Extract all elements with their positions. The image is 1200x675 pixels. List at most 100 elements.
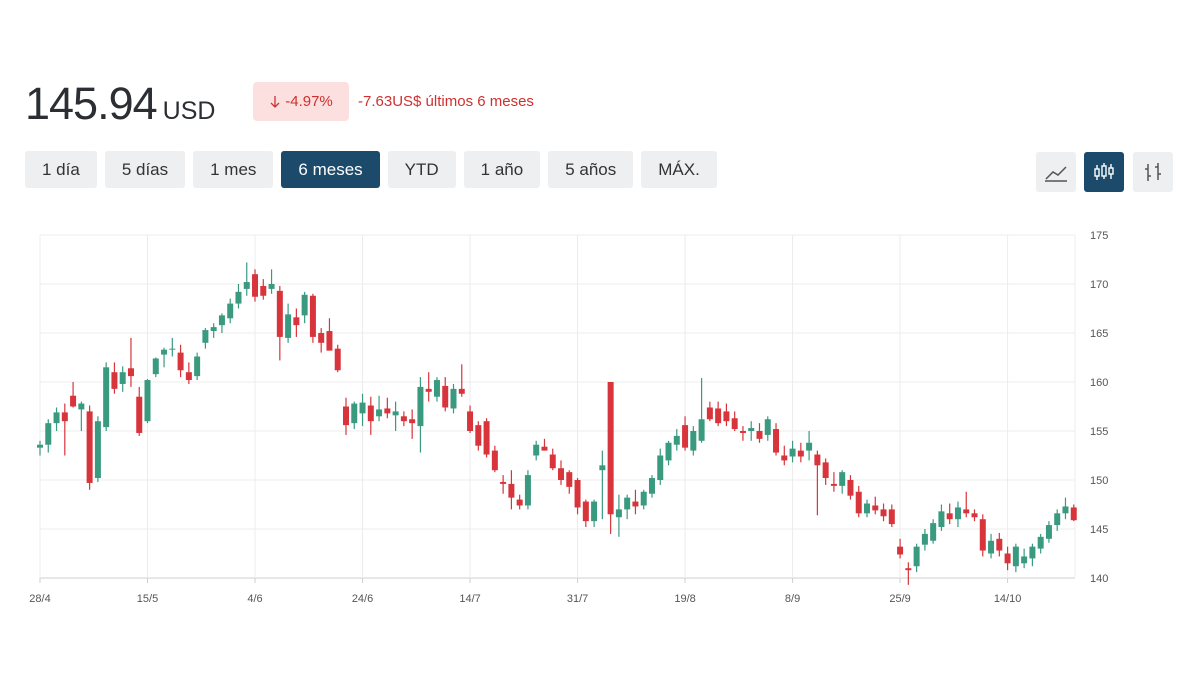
line-chart-button[interactable] — [1036, 152, 1076, 192]
candle-body — [897, 546, 904, 555]
candle-body — [243, 282, 250, 289]
y-tick-label: 145 — [1090, 524, 1108, 536]
candle-body — [855, 491, 862, 514]
candle-body — [210, 327, 217, 332]
candle-body — [880, 509, 887, 517]
ohlc-chart-button[interactable] — [1133, 152, 1173, 192]
candle-body — [715, 408, 722, 424]
candle-body — [690, 431, 697, 451]
range-button[interactable]: 1 mes — [193, 151, 274, 188]
candle-body — [260, 285, 267, 296]
range-button[interactable]: 1 año — [463, 151, 541, 188]
candle-body — [450, 388, 457, 409]
candle-body — [773, 429, 780, 453]
candle-body — [764, 419, 771, 435]
candle-body — [748, 428, 755, 431]
y-tick-label: 140 — [1090, 573, 1108, 585]
candle-body — [70, 395, 77, 407]
candle-body — [367, 405, 374, 422]
candle-body — [954, 507, 961, 520]
range-button[interactable]: 6 meses — [281, 151, 380, 188]
change-period: US$ últimos 6 meses — [392, 93, 534, 110]
candle-body — [218, 315, 225, 326]
candle-body — [37, 444, 43, 448]
y-tick-label: 150 — [1090, 475, 1108, 487]
candle-body — [938, 511, 945, 528]
candle-body — [78, 403, 85, 410]
range-button[interactable]: 1 día — [25, 151, 97, 188]
range-button[interactable]: MÁX. — [641, 151, 717, 188]
candle-body — [549, 454, 556, 469]
candle-body — [731, 418, 738, 430]
candle-body — [591, 501, 598, 522]
candle-body — [1054, 513, 1061, 526]
candle-body — [673, 435, 680, 445]
candle-body — [342, 406, 349, 426]
candle-body — [194, 356, 201, 377]
candle-body — [524, 475, 531, 506]
range-button[interactable]: 5 días — [104, 151, 186, 188]
candle-chart-button[interactable] — [1084, 152, 1124, 192]
candle-body — [872, 505, 879, 511]
candle-body — [169, 348, 176, 350]
price-header: 145.94 USD — [25, 78, 215, 130]
candle-body — [599, 465, 606, 471]
candle-body — [392, 411, 399, 416]
range-button[interactable]: 5 años — [548, 151, 634, 188]
candle-body — [607, 382, 614, 515]
change-info: -7.63US$ últimos 6 meses — [358, 93, 534, 110]
candle-body — [409, 419, 416, 424]
y-tick-label: 175 — [1090, 230, 1108, 242]
candle-body — [913, 546, 920, 567]
candle-body — [516, 499, 523, 506]
candle-body — [582, 501, 589, 522]
candle-body — [706, 407, 713, 420]
x-tick-label: 31/7 — [567, 593, 588, 605]
candle-body — [1070, 507, 1077, 521]
y-tick-label: 165 — [1090, 328, 1108, 340]
candle-body — [905, 568, 912, 571]
candle-body — [359, 402, 366, 414]
x-tick-label: 14/7 — [459, 593, 480, 605]
candle-body — [384, 408, 391, 414]
candle-body — [491, 450, 498, 471]
candle-body — [566, 472, 573, 487]
candle-body — [946, 513, 953, 520]
candle-body — [1021, 556, 1028, 564]
candle-body — [814, 454, 821, 466]
candle-body — [103, 367, 110, 428]
candle-body — [185, 372, 192, 381]
range-buttons: 1 día 5 días 1 mes 6 meses YTD 1 año 5 años MÁX… — [25, 151, 717, 188]
candle-body — [318, 333, 325, 343]
candle-body — [541, 446, 548, 451]
candle-body — [293, 317, 300, 326]
candle-body — [508, 483, 515, 498]
candle-body — [1004, 553, 1011, 564]
candle-body — [781, 455, 788, 461]
range-button[interactable]: YTD — [387, 151, 456, 188]
x-tick-label: 15/5 — [137, 593, 158, 605]
candle-body — [326, 331, 333, 351]
candle-body — [475, 425, 482, 446]
candle-body — [963, 509, 970, 514]
candle-body — [86, 411, 93, 483]
candle-body — [979, 519, 986, 551]
candle-body — [632, 501, 639, 507]
candle-body — [698, 419, 705, 441]
x-tick-label: 19/8 — [674, 593, 695, 605]
candle-body — [144, 380, 151, 422]
candle-body — [268, 284, 275, 289]
candle-body — [888, 509, 895, 525]
candle-body — [665, 442, 672, 461]
candle-body — [376, 409, 383, 417]
candle-body — [533, 444, 540, 456]
candle-body — [458, 388, 465, 394]
candle-body — [847, 480, 854, 496]
y-tick-label: 170 — [1090, 279, 1108, 291]
candle-body — [930, 523, 937, 541]
candle-body — [648, 478, 655, 494]
candle-body — [45, 423, 52, 445]
